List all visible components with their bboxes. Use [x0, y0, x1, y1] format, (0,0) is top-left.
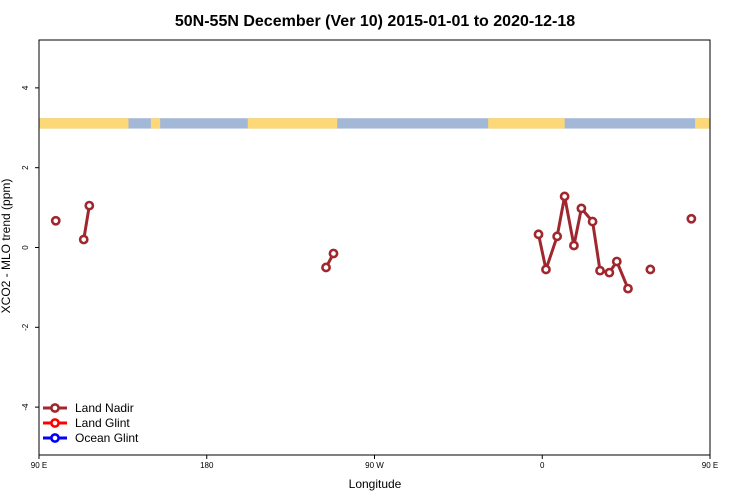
land-band-segment [150, 118, 161, 129]
legend-label: Land Glint [75, 416, 130, 430]
y-tick-label: 0 [21, 245, 30, 250]
y-tick-label: 2 [21, 165, 30, 170]
data-point [50, 215, 61, 226]
data-point [559, 191, 570, 202]
legend-marker [50, 403, 60, 413]
y-tick-label: -2 [21, 323, 30, 331]
legend-label: Ocean Glint [75, 431, 139, 445]
data-point [623, 283, 633, 294]
land-band-segment [488, 118, 565, 129]
data-point [533, 229, 544, 240]
data-point [552, 231, 563, 242]
y-tick-label: 4 [21, 85, 30, 90]
data-point [686, 213, 697, 224]
data-point [587, 216, 598, 227]
data-point [611, 256, 622, 267]
data-point [78, 234, 89, 245]
x-tick-label: 90 W [365, 461, 384, 470]
data-point [604, 267, 615, 278]
y-axis: -4 -2 0 2 4 [21, 85, 39, 411]
series-group [50, 191, 734, 294]
chart-title: 50N-55N December (Ver 10) 2015-01-01 to … [175, 13, 575, 30]
x-tick-label: 180 [200, 461, 214, 470]
legend-label: Land Nadir [75, 401, 134, 415]
data-point [541, 264, 551, 275]
land-ocean-band [39, 118, 710, 129]
x-tick-label: 0 [540, 461, 545, 470]
land-band-segment [39, 118, 129, 129]
plot-frame [38, 39, 711, 456]
legend-marker [50, 433, 60, 443]
data-point [84, 200, 95, 211]
land-band-segment [695, 118, 710, 129]
data-point [328, 248, 339, 259]
data-point [727, 217, 734, 224]
series-line [82, 205, 91, 240]
x-tick-label: 90 E [702, 461, 718, 470]
data-point [645, 264, 656, 275]
data-point [321, 262, 331, 273]
y-axis-label: XCO2 - MLO trend (ppm) [0, 179, 13, 314]
legend-marker [50, 418, 60, 428]
x-axis-label: Longitude [349, 477, 402, 491]
data-point [569, 240, 579, 251]
ocean-band [39, 118, 710, 129]
x-tick-label: 90 E [31, 461, 47, 470]
data-point [595, 265, 605, 276]
land-band-segment [247, 118, 338, 129]
y-tick-label: -4 [21, 403, 30, 411]
data-point [576, 203, 587, 214]
